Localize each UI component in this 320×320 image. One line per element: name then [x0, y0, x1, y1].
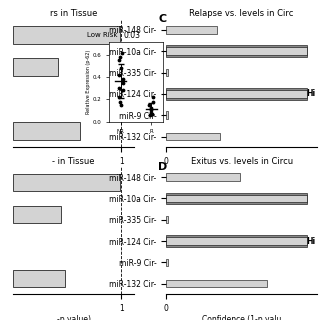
X-axis label: Confidence (1-p valu: Confidence (1-p valu [202, 315, 281, 320]
Point [119, 102, 124, 108]
Title: rs in Tissue: rs in Tissue [50, 9, 97, 19]
Bar [166, 47, 308, 55]
Bar [13, 205, 60, 223]
Bar [166, 26, 217, 34]
Point [118, 66, 124, 71]
Point [120, 88, 125, 93]
Point [149, 108, 154, 113]
Point [150, 111, 155, 116]
Bar [166, 237, 308, 245]
Bar [166, 193, 308, 204]
Point [147, 102, 152, 108]
Text: C: C [158, 14, 166, 24]
X-axis label: -p value): -p value) [57, 315, 91, 320]
Point [150, 99, 155, 104]
Point [116, 72, 121, 77]
Bar [13, 269, 65, 287]
Point [117, 99, 123, 104]
Bar [166, 45, 308, 57]
Text: Hi: Hi [306, 236, 315, 245]
X-axis label: Confidence (1-p valu: Confidence (1-p valu [202, 167, 281, 176]
X-axis label: -p value): -p value) [57, 167, 91, 176]
Bar [166, 280, 267, 287]
Bar [166, 90, 308, 98]
Point [117, 55, 123, 60]
Bar [166, 259, 168, 266]
Point [120, 77, 125, 82]
Point [119, 50, 124, 55]
Bar [166, 69, 168, 76]
Text: 0.03: 0.03 [124, 31, 140, 40]
Bar [166, 133, 220, 140]
Bar [13, 122, 80, 140]
Point [148, 110, 154, 115]
Point [117, 95, 122, 100]
Bar [166, 173, 240, 181]
Point [150, 95, 156, 100]
Bar [166, 216, 168, 223]
Bar [13, 58, 58, 76]
Text: Hi: Hi [306, 89, 315, 98]
Title: Exitus vs. levels in Circu: Exitus vs. levels in Circu [190, 156, 293, 166]
Title: - in Tissue: - in Tissue [52, 156, 95, 166]
Bar [166, 235, 308, 247]
Bar [166, 111, 168, 119]
Point [116, 86, 122, 91]
Bar [13, 173, 120, 191]
Bar [166, 195, 308, 202]
Y-axis label: Relative Expression (p-62): Relative Expression (p-62) [86, 50, 91, 114]
Point [120, 80, 125, 85]
Point [147, 112, 152, 117]
Bar [166, 88, 308, 100]
Point [117, 58, 122, 63]
Title: Relapse vs. levels in Circ: Relapse vs. levels in Circ [189, 9, 294, 19]
Point [149, 106, 154, 111]
Text: D: D [158, 162, 168, 172]
Bar [13, 26, 120, 44]
Text: Low Risk: Low Risk [87, 32, 117, 38]
